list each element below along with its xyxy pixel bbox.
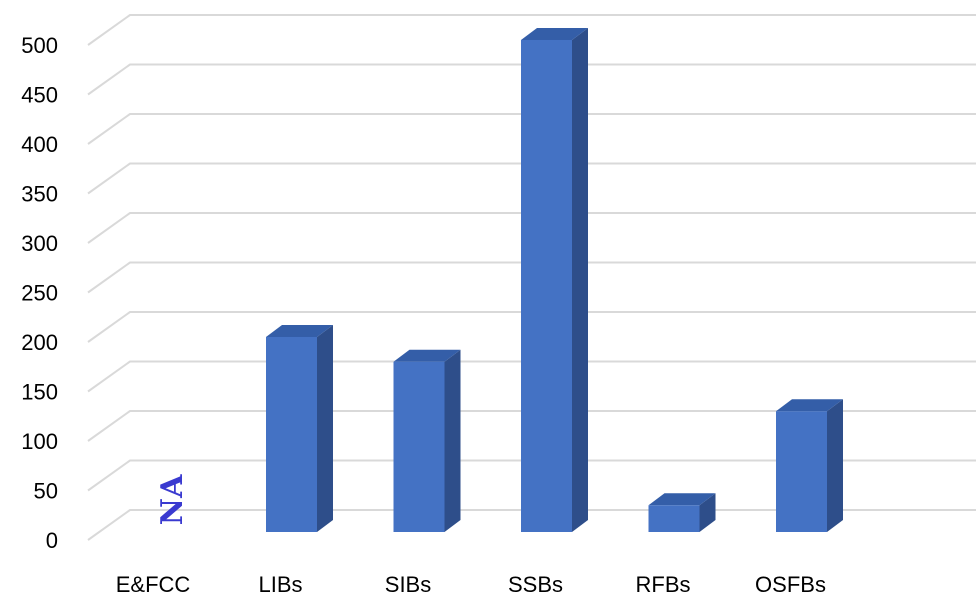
- bar-top: [648, 493, 716, 506]
- y-tick-label: 300: [21, 231, 58, 256]
- bar: [521, 39, 572, 532]
- bar-side: [444, 349, 461, 532]
- bar-side: [317, 324, 333, 532]
- x-axis-labels: E&FCC LIBs SIBs SSBs RFBs OSFBs: [116, 572, 826, 597]
- gridline: [87, 162, 976, 195]
- gridline: [87, 311, 976, 343]
- annotations: NA: [155, 474, 190, 525]
- y-tick-label: 500: [21, 33, 58, 58]
- gridline: [87, 261, 976, 294]
- y-tick-label: 200: [21, 330, 58, 355]
- y-tick-label: 250: [21, 281, 58, 306]
- gridline: [87, 212, 976, 244]
- y-tick-label: 400: [21, 132, 58, 157]
- gridline: [87, 459, 976, 492]
- x-tick-label: OSFBs: [755, 572, 826, 597]
- y-tick-label: 50: [34, 479, 58, 504]
- gridline: [87, 410, 976, 442]
- x-tick-label: RFBs: [636, 572, 691, 597]
- bar-top: [393, 349, 461, 362]
- na-annotation: NA: [155, 474, 190, 525]
- bar: [393, 361, 445, 532]
- y-tick-label: 450: [21, 83, 58, 108]
- bars: [266, 27, 843, 532]
- x-tick-label: SIBs: [385, 572, 431, 597]
- bar: [266, 336, 317, 532]
- bar-top: [776, 399, 843, 412]
- x-tick-label: SSBs: [508, 572, 563, 597]
- y-tick-label: 150: [21, 380, 58, 405]
- y-tick-label: 100: [21, 429, 58, 454]
- y-tick-label: 0: [46, 528, 58, 553]
- bar: [776, 411, 827, 532]
- gridline: [87, 113, 976, 145]
- x-tick-label: LIBs: [258, 572, 302, 597]
- y-axis-ticks: 0 50 100 150 200 250 300 350 400 450 500: [21, 33, 58, 553]
- y-tick-label: 350: [21, 182, 58, 207]
- bar-side: [572, 27, 588, 532]
- bar-top: [521, 27, 588, 40]
- gridline: [87, 360, 976, 393]
- bar: [648, 505, 700, 532]
- gridline: [87, 63, 976, 96]
- bar-side: [699, 493, 716, 532]
- x-tick-label: E&FCC: [116, 572, 191, 597]
- bar-top: [266, 324, 333, 337]
- bar-side: [827, 399, 843, 532]
- gridline: [87, 14, 976, 46]
- gridlines: [87, 14, 976, 541]
